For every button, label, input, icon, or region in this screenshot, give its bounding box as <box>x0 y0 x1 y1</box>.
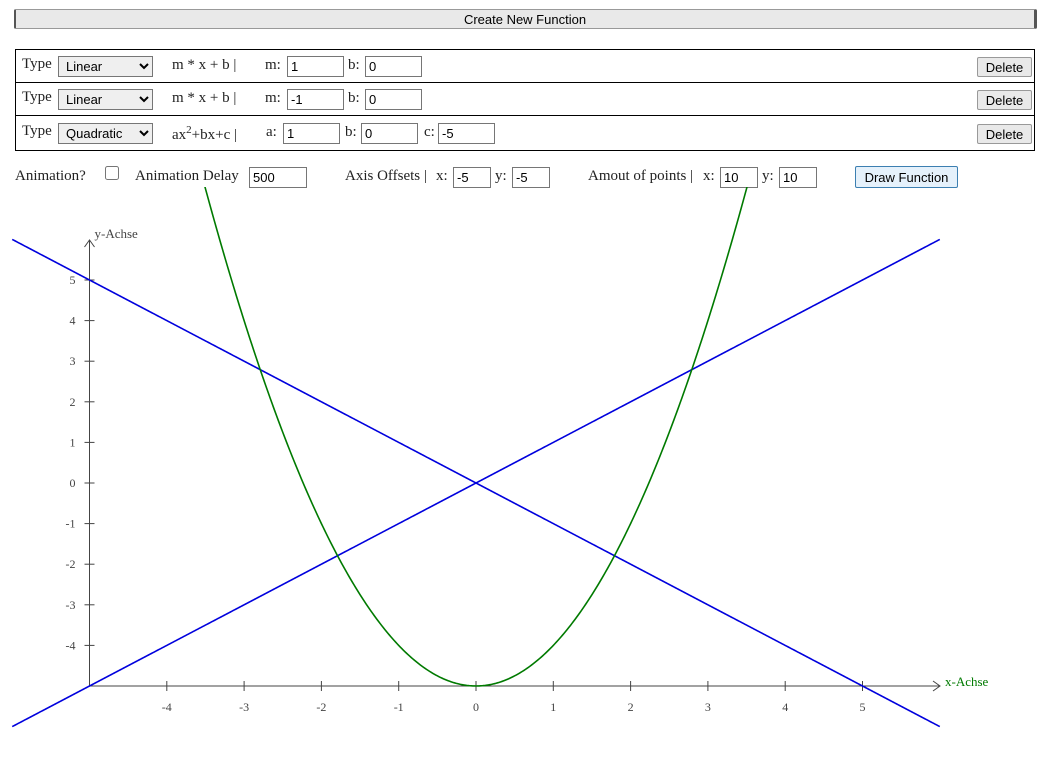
animation-checkbox[interactable] <box>105 166 119 180</box>
param-label: m: <box>265 90 281 106</box>
x-tick-label: 5 <box>860 700 866 714</box>
param-input[interactable] <box>365 89 422 110</box>
type-label: Type <box>22 56 52 72</box>
type-select[interactable]: Quadratic <box>58 123 153 144</box>
y-tick-label: -2 <box>66 557 76 571</box>
y-tick-label: -3 <box>66 598 76 612</box>
param-label: b: <box>345 124 357 140</box>
param-label: b: <box>348 90 360 106</box>
x-tick-label: -3 <box>239 700 249 714</box>
formula-part: m * x + b | <box>172 57 237 73</box>
points-y-label: y: <box>762 168 774 184</box>
type-label: Type <box>22 89 52 105</box>
delay-input[interactable] <box>249 167 307 188</box>
points-x-label: x: <box>703 168 715 184</box>
draw-button[interactable]: Draw Function <box>855 166 958 188</box>
delay-label: Animation Delay <box>135 168 239 184</box>
y-axis-arrow <box>84 239 95 248</box>
param-input[interactable] <box>283 123 340 144</box>
param-input[interactable] <box>361 123 418 144</box>
param-input[interactable] <box>365 56 422 77</box>
y-axis-label: y-Achse <box>95 226 139 241</box>
formula: m * x + b | <box>172 90 236 107</box>
function-row: Type Linear m * x + b | m: b: Delete <box>15 82 1035 116</box>
formula-part: +bx+c | <box>191 127 238 143</box>
param-label: a: <box>266 124 277 140</box>
points-x-input[interactable] <box>720 167 758 188</box>
x-tick-label: 4 <box>782 700 788 714</box>
param-label: c: <box>424 124 435 140</box>
x-tick-label: 0 <box>473 700 479 714</box>
delete-button[interactable]: Delete <box>977 124 1032 144</box>
function-curve <box>11 238 941 728</box>
y-tick-label: 5 <box>70 273 76 287</box>
points-y-input[interactable] <box>779 167 817 188</box>
param-label: m: <box>265 57 281 73</box>
y-tick-label: 3 <box>70 354 76 368</box>
param-input[interactable] <box>438 123 495 144</box>
formula-part: ax <box>172 127 187 143</box>
y-tick-label: 4 <box>70 314 76 328</box>
offsets-label: Axis Offsets | <box>345 168 427 184</box>
delete-button[interactable]: Delete <box>977 90 1032 110</box>
offset-y-input[interactable] <box>512 167 550 188</box>
formula-part: m * x + b | <box>172 90 237 106</box>
y-tick-label: 2 <box>70 395 76 409</box>
plot: x-Achse y-Achse -4 -3 -2 -1 0 1 2 3 4 5 -4 -3 -2 -1 0 1 2 3… <box>11 187 989 728</box>
x-tick-label: -1 <box>394 700 404 714</box>
formula: ax2+bx+c | <box>172 124 237 144</box>
x-tick-label: -4 <box>162 700 172 714</box>
function-curve <box>204 187 748 687</box>
create-button[interactable]: Create New Function <box>14 9 1037 29</box>
y-tick-label: 0 <box>70 476 76 490</box>
type-select[interactable]: Linear <box>58 89 153 110</box>
param-input[interactable] <box>287 89 344 110</box>
type-label: Type <box>22 123 52 139</box>
y-tick-label: 1 <box>70 435 76 449</box>
offset-y-label: y: <box>495 168 507 184</box>
x-tick-label: 1 <box>550 700 556 714</box>
x-tick-label: 2 <box>628 700 634 714</box>
x-axis-arrow <box>932 680 941 692</box>
x-tick-label: -2 <box>316 700 326 714</box>
x-tick-label: 3 <box>705 700 711 714</box>
offset-x-label: x: <box>436 168 448 184</box>
formula-part: 2 <box>186 124 192 136</box>
formula: m * x + b | <box>172 57 236 74</box>
y-tick-label: -1 <box>66 517 76 531</box>
animation-label: Animation? <box>15 168 86 184</box>
param-input[interactable] <box>287 56 344 77</box>
y-tick-label: -4 <box>66 638 76 652</box>
function-row: Type Quadratic ax2+bx+c | a: b: c: Delete <box>15 115 1035 151</box>
type-select[interactable]: Linear <box>58 56 153 77</box>
x-axis-label: x-Achse <box>945 674 989 689</box>
points-label: Amout of points | <box>588 168 694 184</box>
offset-x-input[interactable] <box>453 167 491 188</box>
function-row: Type Linear m * x + b | m: b: Delete <box>15 49 1035 83</box>
delete-button[interactable]: Delete <box>977 57 1032 77</box>
param-label: b: <box>348 57 360 73</box>
